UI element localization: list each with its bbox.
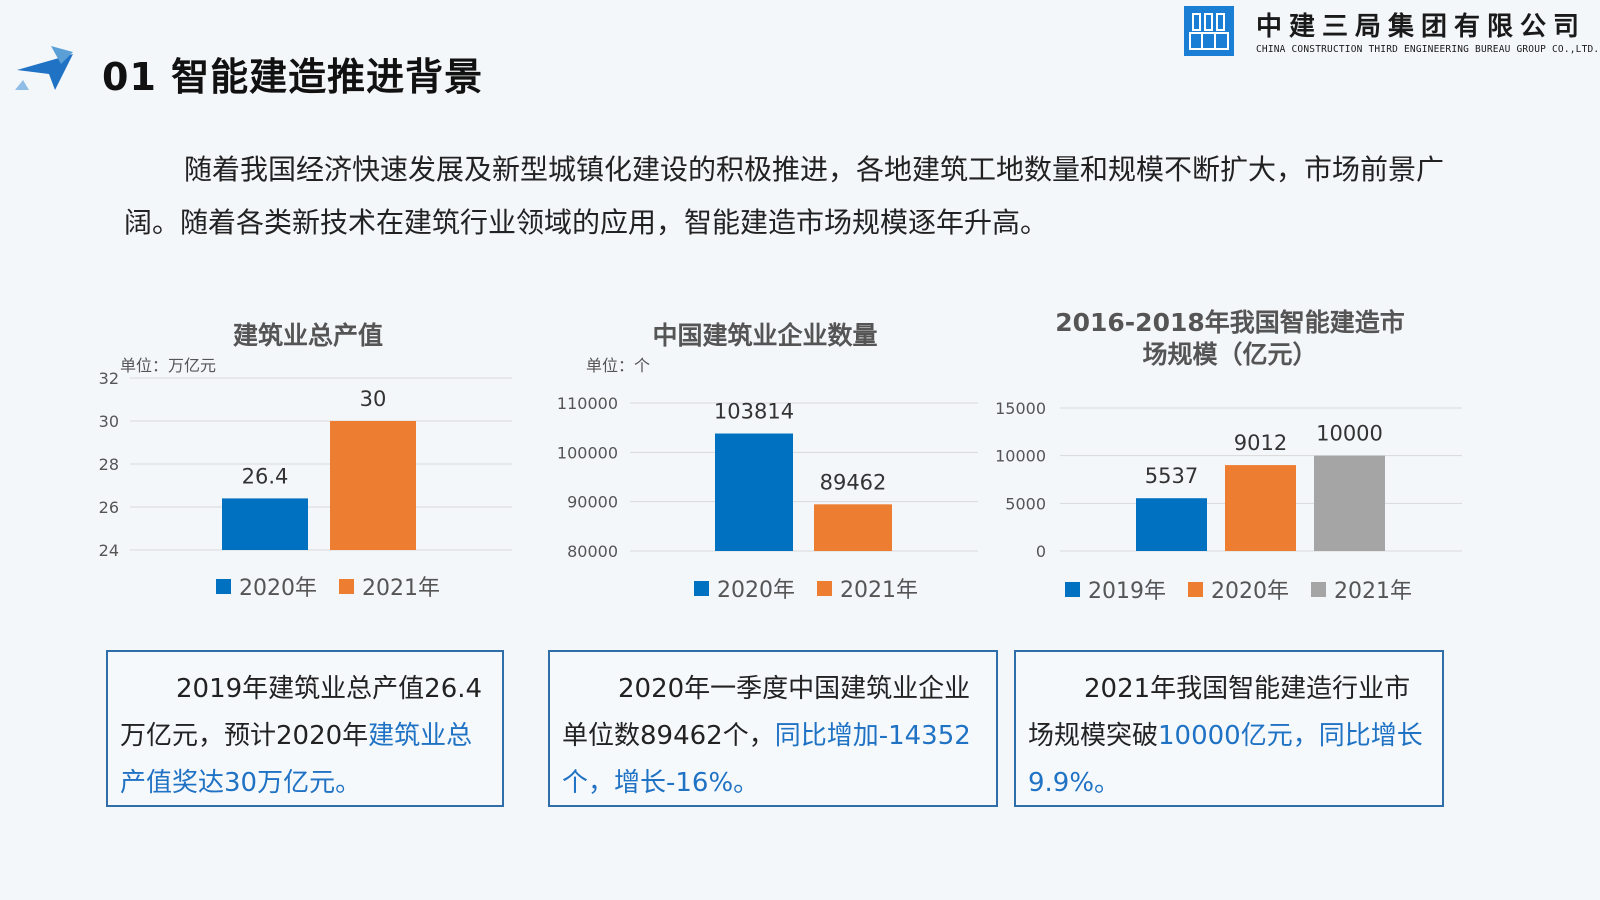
bar: [330, 421, 416, 550]
data-label: 5537: [1145, 464, 1198, 488]
info-highlight: 同比增加-14352个，增长-16%。: [562, 721, 971, 798]
chart-unit: 单位：个: [586, 356, 651, 375]
data-label: 9012: [1234, 431, 1287, 455]
y-tick-label: 32: [99, 369, 119, 388]
legend-item: 2020年: [1188, 573, 1289, 605]
bar: [715, 433, 793, 551]
chart-smart-construction-market: 2016-2018年我国智能建造市 场规模（亿元） 15000 10000 5000…: [995, 305, 1500, 610]
legend-label: 2021年: [362, 576, 440, 601]
chart-title: 2016-2018年我国智能建造市 场规模（亿元）: [1030, 307, 1430, 371]
y-tick-label: 26: [99, 498, 119, 517]
chart-title-line: 场规模（亿元）: [1142, 340, 1318, 369]
y-tick-label: 90000: [567, 493, 618, 512]
legend-item: 2020年: [694, 572, 795, 604]
y-tick-label: 24: [99, 541, 119, 560]
legend-label: 2021年: [840, 578, 918, 603]
info-highlight: 建筑业总产值奖达30万亿元。: [120, 721, 473, 798]
chart-unit: 单位：万亿元: [120, 356, 217, 375]
data-label: 89462: [820, 470, 887, 494]
legend-label: 2021年: [1334, 579, 1412, 604]
chart-enterprise-count: 中国建筑业企业数量 单位：个 110000 100000 90000 80000 103…: [550, 320, 1000, 610]
y-tick-label: 28: [99, 455, 119, 474]
company-name-cn: 中建三局集团有限公司: [1256, 12, 1587, 42]
data-label: 10000: [1316, 422, 1383, 446]
chart-title: 建筑业总产值: [232, 321, 383, 350]
y-tick-label: 30: [99, 412, 119, 431]
legend-swatch: [1188, 581, 1203, 597]
chart-plot: 110000 100000 90000 80000 103814 89462: [557, 394, 978, 561]
bar: [1225, 465, 1296, 551]
info-text: 2019年建筑业总产值26.4万亿元，预计2020年: [120, 674, 483, 751]
legend-swatch: [216, 578, 231, 594]
chart-legend: 2019年 2020年 2021年: [1065, 573, 1412, 605]
info-box-output: 2019年建筑业总产值26.4万亿元，预计2020年建筑业总产值奖达30万亿元。: [106, 650, 504, 807]
data-label: 26.4: [242, 464, 289, 488]
legend-item: 2021年: [1311, 573, 1412, 605]
legend-label: 2020年: [1211, 579, 1289, 604]
y-tick-label: 80000: [567, 542, 618, 561]
legend-item: 2021年: [817, 572, 918, 604]
data-label: 103814: [714, 400, 794, 424]
legend-label: 2020年: [717, 578, 795, 603]
info-box-market: 2021年我国智能建造行业市场规模突破10000亿元，同比增长9.9%。: [1014, 650, 1444, 807]
legend-swatch: [339, 578, 354, 594]
info-box-enterprises: 2020年一季度中国建筑业企业单位数89462个，同比增加-14352个，增长-…: [548, 650, 998, 807]
legend-swatch: [694, 580, 709, 596]
legend-label: 2020年: [239, 576, 317, 601]
bar: [1314, 455, 1385, 551]
chart-title-line: 2016-2018年我国智能建造市: [1055, 308, 1405, 337]
legend-swatch: [817, 580, 832, 596]
chart-legend: 2020年 2021年: [694, 572, 918, 604]
blue-arrow-icon: [15, 46, 73, 90]
chart-construction-output: 建筑业总产值 单位：万亿元 32 30 28 26 24 26.4 30 2020年 2021…: [88, 320, 528, 610]
info-text: 2021年我国智能建造行业市场规模突破: [1028, 674, 1411, 751]
legend-swatch: [1311, 581, 1326, 597]
chart-legend: 2020年 2021年: [216, 570, 440, 602]
company-name-en: CHINA CONSTRUCTION THIRD ENGINEERING BUR…: [1256, 44, 1600, 55]
chart-plot: 15000 10000 5000 0 5537 9012 10000: [995, 399, 1462, 561]
bar: [222, 498, 308, 550]
bar: [1136, 498, 1207, 551]
data-label: 30: [360, 387, 387, 411]
legend-swatch: [1065, 581, 1080, 597]
intro-paragraph: 随着我国经济快速发展及新型城镇化建设的积极推进，各地建筑工地数量和规模不断扩大，…: [124, 153, 1445, 239]
y-tick-label: 15000: [995, 399, 1046, 418]
y-tick-label: 110000: [557, 394, 618, 413]
info-text: 2020年一季度中国建筑业企业单位数89462个，: [562, 674, 971, 751]
legend-item: 2020年: [216, 570, 317, 602]
y-tick-label: 100000: [557, 443, 618, 462]
company-logo: 中建三局集团有限公司 CHINA CONSTRUCTION THIRD ENGI…: [1184, 6, 1600, 66]
chart-title: 中国建筑业企业数量: [652, 321, 878, 350]
bar: [814, 504, 892, 551]
y-tick-label: 10000: [995, 447, 1046, 466]
cscec-logo-icon: [1184, 6, 1234, 56]
info-highlight: 10000亿元，同比增长9.9%。: [1028, 721, 1423, 798]
page-title: 01 智能建造推进背景: [102, 55, 484, 99]
legend-item: 2021年: [339, 570, 440, 602]
y-tick-label: 0: [1036, 542, 1046, 561]
legend-item: 2019年: [1065, 573, 1166, 605]
y-tick-label: 5000: [1005, 494, 1046, 513]
chart-plot: 32 30 28 26 24 26.4 30: [99, 369, 512, 560]
legend-label: 2019年: [1088, 579, 1166, 604]
